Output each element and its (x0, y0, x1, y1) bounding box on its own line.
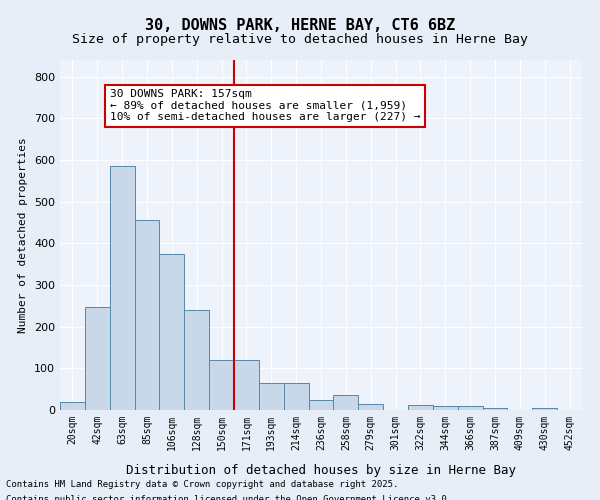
Text: 30 DOWNS PARK: 157sqm
← 89% of detached houses are smaller (1,959)
10% of semi-d: 30 DOWNS PARK: 157sqm ← 89% of detached … (110, 89, 420, 122)
Bar (458, 406, 482, 410)
Text: Size of property relative to detached houses in Herne Bay: Size of property relative to detached ho… (72, 32, 528, 46)
Text: Contains public sector information licensed under the Open Government Licence v3: Contains public sector information licen… (6, 495, 452, 500)
Text: 30, DOWNS PARK, HERNE BAY, CT6 6BZ: 30, DOWNS PARK, HERNE BAY, CT6 6BZ (145, 18, 455, 32)
Y-axis label: Number of detached properties: Number of detached properties (19, 137, 28, 333)
X-axis label: Distribution of detached houses by size in Herne Bay: Distribution of detached houses by size … (126, 464, 516, 477)
Bar (234, 360, 259, 410)
Bar (85, 306, 110, 410)
Bar (358, 404, 383, 410)
Bar (60, 402, 85, 410)
Bar (134, 220, 160, 410)
Bar (433, 406, 458, 410)
Bar (184, 310, 209, 410)
Bar (160, 254, 184, 410)
Bar (259, 383, 284, 410)
Bar (482, 408, 508, 410)
Bar (110, 166, 134, 410)
Text: Contains HM Land Registry data © Crown copyright and database right 2025.: Contains HM Land Registry data © Crown c… (6, 480, 398, 489)
Bar (532, 408, 557, 410)
Bar (209, 360, 234, 410)
Bar (334, 396, 358, 410)
Bar (408, 404, 433, 410)
Bar (284, 383, 308, 410)
Bar (308, 400, 334, 410)
